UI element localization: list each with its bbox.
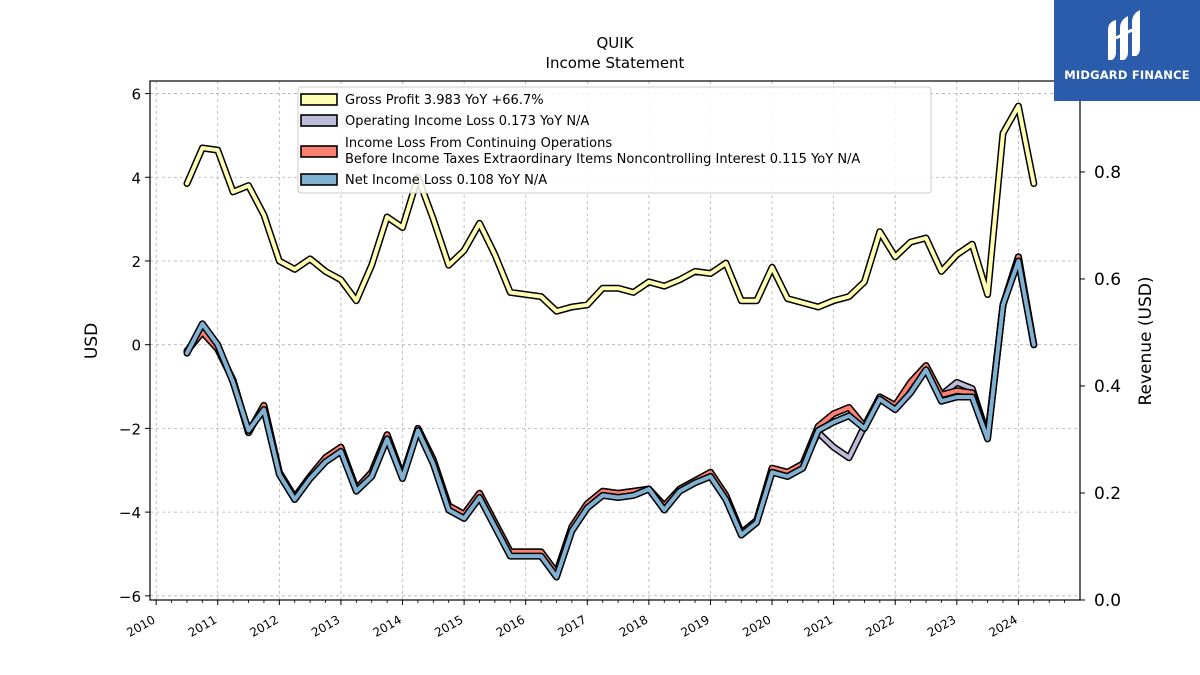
x-tick-label: 2016 [494,612,527,639]
x-tick-label: 2015 [432,612,465,639]
y-tick-label: −4 [119,504,141,522]
legend-label-operating-income: Operating Income Loss 0.173 YoY N/A [345,114,589,129]
y-tick-label: 6 [131,86,141,104]
x-tick-label: 2013 [309,612,342,639]
x-tick-label: 2014 [371,612,404,639]
series-line-1 [185,254,1036,575]
series-line-2 [185,254,1036,575]
legend-label-net-income: Net Income Loss 0.108 YoY N/A [345,173,547,188]
chart-title: QUIK [596,34,634,52]
y-tick-label: −6 [119,588,141,606]
legend-swatch-gross-profit [300,93,338,106]
x-tick-label: 2018 [617,612,650,639]
series-outline-1 [183,253,1038,577]
y-tick-label: −2 [119,420,141,438]
y-right-tick-label: 0.2 [1094,484,1121,504]
series-line-3 [185,259,1036,579]
chart-subtitle: Income Statement [546,54,685,72]
logo-text: MIDGARD FINANCE [1064,68,1190,82]
y-axis-label: USD [82,323,102,359]
x-tick-label: 2020 [740,612,773,639]
legend-label-gross-profit: Gross Profit 3.983 YoY +66.7% [345,93,544,108]
x-tick-label: 2022 [863,612,896,639]
y-axis-right-label: Revenue (USD) [1136,276,1156,405]
series-outline-2 [183,253,1038,577]
x-tick-label: 2011 [186,612,219,639]
series-lines [183,102,1038,581]
x-tick-label: 2021 [802,612,835,639]
y-tick-label: 0 [131,337,141,355]
legend-label-pretax-income-line1: Income Loss From Continuing Operations [345,136,612,151]
legend-box [297,86,932,194]
y-tick-label: 2 [131,253,141,271]
y-right-tick-label: 0.6 [1094,270,1121,290]
x-tick-label: 2012 [247,612,280,639]
midgard-finance-logo: MIDGARD FINANCE [1054,0,1200,101]
x-tick-label: 2017 [555,612,588,639]
midgard-m-logo-icon [1108,10,1140,60]
legend-label-pretax-income-line2: Before Income Taxes Extraordinary Items … [345,152,860,167]
x-tick-label: 2019 [679,612,712,639]
x-tick-label: 2024 [986,612,1019,639]
legend-swatch-pretax-income [300,145,338,158]
y-tick-label: 4 [131,169,141,187]
x-tick-label: 2023 [925,612,958,639]
series-outline-3 [183,257,1038,581]
legend: Gross Profit 3.983 YoY +66.7% Operating … [297,86,932,194]
y-right-tick-label: 0.8 [1094,163,1121,183]
plot-frame [149,80,1081,601]
series-line-0 [185,104,1036,314]
legend-swatch-operating-income [300,114,338,127]
y-right-tick-label: 0.0 [1094,591,1121,611]
legend-swatch-net-income [300,173,338,186]
y-right-tick-label: 0.4 [1094,377,1121,397]
x-tick-label: 2010 [124,612,157,639]
